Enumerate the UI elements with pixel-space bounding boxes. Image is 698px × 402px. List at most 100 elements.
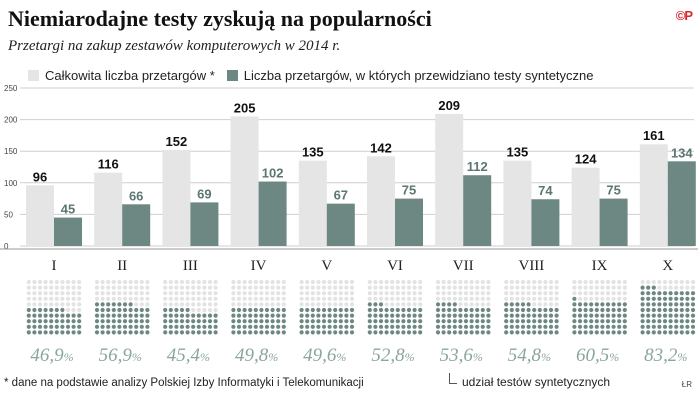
share-dot-empty — [65, 307, 71, 313]
share-dot-empty — [106, 291, 111, 296]
percent-sign: % — [336, 350, 346, 364]
share-dot-filled — [685, 330, 690, 335]
share-dot-filled — [349, 324, 355, 329]
share-dot-filled — [611, 313, 616, 318]
share-dot-filled — [60, 324, 65, 329]
share-dot-filled — [163, 307, 168, 313]
share-dot-empty — [43, 285, 48, 290]
share-dot-filled — [577, 324, 583, 329]
share-dot-empty — [185, 285, 190, 290]
share-dot-filled — [532, 313, 537, 318]
share-dot-filled — [106, 302, 111, 307]
share-dot-empty — [333, 296, 338, 301]
share-dot-filled — [554, 324, 559, 329]
share-dot-filled — [651, 302, 656, 307]
share-dot-empty — [32, 285, 37, 290]
share-dot-empty — [145, 291, 150, 296]
share-dot-empty — [572, 291, 577, 296]
share-dot-filled — [207, 313, 213, 318]
share-dot-empty — [378, 291, 384, 296]
share-dot-empty — [231, 296, 236, 301]
share-percent-label: 45,4% — [167, 345, 210, 366]
share-dot-empty — [259, 296, 264, 301]
share-dot-empty — [185, 296, 190, 301]
share-dot-filled — [605, 324, 611, 329]
share-dot-empty — [145, 296, 150, 301]
share-dot-filled — [657, 313, 662, 318]
share-dot-filled — [390, 319, 395, 324]
share-dot-empty — [117, 279, 122, 285]
share-dot-empty — [54, 291, 59, 296]
share-dot-filled — [548, 324, 554, 329]
share-dot-filled — [640, 330, 645, 335]
share-dot-filled — [583, 319, 588, 324]
share-dot-filled — [685, 319, 690, 324]
share-dot-filled — [668, 296, 673, 301]
share-dot-filled — [179, 319, 185, 324]
share-dot-filled — [452, 319, 457, 324]
share-dot-empty — [685, 285, 690, 290]
share-dot-empty — [202, 307, 207, 313]
share-dot-filled — [270, 319, 275, 324]
share-dot-empty — [145, 302, 150, 307]
share-dot-filled — [191, 330, 196, 335]
share-dot-empty — [32, 279, 37, 285]
share-dot-filled — [475, 307, 480, 313]
share-dot-empty — [537, 291, 542, 296]
share-dot-filled — [111, 302, 116, 307]
share-dot-filled — [600, 324, 605, 329]
share-dot-filled — [207, 330, 213, 335]
data-label-total: 135 — [507, 145, 529, 160]
share-dot-empty — [43, 296, 48, 301]
share-dot-filled — [668, 324, 673, 329]
share-dot-empty — [196, 285, 201, 290]
share-dot-empty — [71, 279, 76, 285]
share-dot-empty — [134, 291, 139, 296]
share-dot-empty — [100, 285, 105, 290]
share-dot-empty — [480, 279, 485, 285]
share-dot-empty — [163, 302, 168, 307]
share-dot-filled — [406, 319, 412, 324]
share-dot-empty — [463, 302, 469, 307]
share-dot-empty — [253, 296, 258, 301]
share-dot-filled — [509, 324, 514, 329]
share-dot-filled — [662, 330, 668, 335]
share-dot-filled — [441, 302, 446, 307]
data-label-total: 205 — [234, 100, 256, 115]
share-dot-filled — [299, 319, 304, 324]
share-dot-empty — [94, 279, 100, 285]
share-dot-filled — [270, 313, 275, 318]
share-percent-label: 60,5% — [576, 345, 619, 366]
share-dot-filled — [662, 296, 668, 301]
share-dot-empty — [412, 302, 417, 307]
share-dot-empty — [54, 296, 59, 301]
share-dot-empty — [248, 302, 253, 307]
share-dot-empty — [617, 291, 622, 296]
share-dot-filled — [611, 324, 616, 329]
share-dot-filled — [168, 319, 173, 324]
share-percent-label: 49,8% — [235, 345, 278, 366]
share-dot-filled — [54, 324, 59, 329]
share-dot-filled — [520, 302, 526, 307]
share-dot-empty — [117, 291, 122, 296]
share-dot-filled — [174, 313, 179, 318]
percent-sign: % — [64, 350, 74, 364]
share-dot-empty — [264, 296, 270, 301]
share-dot-empty — [49, 279, 54, 285]
share-dot-filled — [111, 313, 116, 318]
share-dot-empty — [543, 285, 548, 290]
share-dot-filled — [270, 307, 275, 313]
share-dot-empty — [242, 302, 247, 307]
share-dot-filled — [401, 313, 406, 318]
share-dot-filled — [657, 302, 662, 307]
share-dot-empty — [486, 302, 491, 307]
share-dot-empty — [480, 291, 485, 296]
share-dot-filled — [640, 324, 645, 329]
share-dot-empty — [469, 291, 474, 296]
share-dot-empty — [611, 291, 616, 296]
share-dot-filled — [163, 324, 168, 329]
share-dot-filled — [537, 307, 542, 313]
share-dot-filled — [94, 313, 100, 318]
share-dot-filled — [32, 319, 37, 324]
share-dot-filled — [395, 324, 400, 329]
